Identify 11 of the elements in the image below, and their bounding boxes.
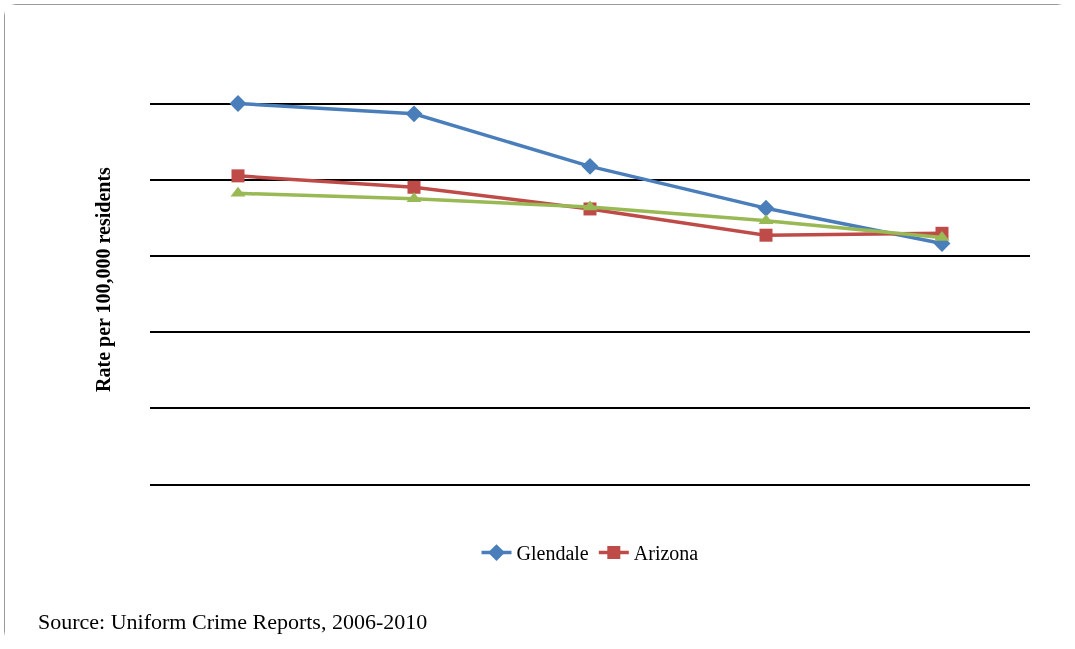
point bbox=[757, 199, 775, 217]
source-note: Source: Uniform Crime Reports, 2006-2010 bbox=[38, 609, 428, 634]
legend-label: Glendale bbox=[516, 542, 589, 565]
legend-label: Arizona bbox=[633, 542, 699, 565]
point bbox=[407, 180, 421, 194]
point bbox=[581, 157, 599, 175]
point bbox=[231, 169, 245, 183]
point bbox=[229, 95, 247, 113]
point bbox=[405, 105, 423, 123]
point bbox=[759, 228, 773, 242]
y-axis-title: Rate per 100,000 residents bbox=[92, 166, 115, 392]
